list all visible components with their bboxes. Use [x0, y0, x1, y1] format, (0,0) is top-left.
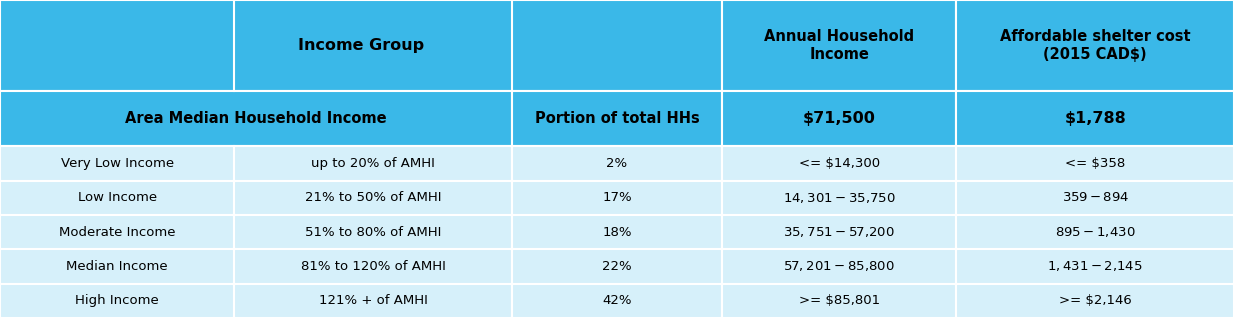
Text: up to 20% of AMHI: up to 20% of AMHI	[311, 157, 436, 170]
Text: 81% to 120% of AMHI: 81% to 120% of AMHI	[301, 260, 445, 273]
Text: 51% to 80% of AMHI: 51% to 80% of AMHI	[305, 226, 442, 238]
Bar	[722, 181, 956, 215]
Bar	[512, 215, 722, 249]
Text: >= $2,146: >= $2,146	[1059, 294, 1132, 307]
Text: Annual Household
Income: Annual Household Income	[764, 29, 914, 61]
Bar	[234, 249, 512, 284]
Bar	[0, 146, 234, 181]
Bar	[0, 249, 234, 284]
Bar	[234, 146, 512, 181]
Text: Low Income: Low Income	[78, 191, 157, 204]
Bar	[722, 91, 956, 146]
Bar	[234, 181, 512, 215]
Text: Affordable shelter cost
(2015 CAD$): Affordable shelter cost (2015 CAD$)	[1000, 29, 1191, 61]
Bar	[956, 284, 1234, 318]
Bar	[722, 215, 956, 249]
Text: $14,301 - $35,750: $14,301 - $35,750	[782, 191, 896, 205]
Text: >= $85,801: >= $85,801	[798, 294, 880, 307]
Bar	[0, 284, 234, 318]
Bar	[512, 181, 722, 215]
Bar	[0, 0, 722, 91]
Text: High Income: High Income	[75, 294, 159, 307]
Bar	[512, 91, 722, 146]
Bar	[512, 284, 722, 318]
Text: $71,500: $71,500	[802, 111, 876, 126]
Bar	[0, 91, 512, 146]
Bar	[956, 0, 1234, 91]
Text: 121% + of AMHI: 121% + of AMHI	[318, 294, 428, 307]
Text: 21% to 50% of AMHI: 21% to 50% of AMHI	[305, 191, 442, 204]
Text: 2%: 2%	[606, 157, 628, 170]
Bar	[512, 249, 722, 284]
Text: $359 - $894: $359 - $894	[1061, 191, 1129, 204]
Bar	[0, 181, 234, 215]
Bar	[956, 181, 1234, 215]
Text: Area Median Household Income: Area Median Household Income	[125, 111, 387, 126]
Text: $895 - $1,430: $895 - $1,430	[1055, 225, 1135, 239]
Text: Median Income: Median Income	[67, 260, 168, 273]
Bar	[512, 146, 722, 181]
Text: <= $358: <= $358	[1065, 157, 1125, 170]
Text: $35,751 - $57,200: $35,751 - $57,200	[784, 225, 895, 239]
Bar	[956, 249, 1234, 284]
Text: 18%: 18%	[602, 226, 632, 238]
Bar	[234, 284, 512, 318]
Text: 17%: 17%	[602, 191, 632, 204]
Bar	[722, 146, 956, 181]
Bar	[956, 91, 1234, 146]
Text: $1,788: $1,788	[1064, 111, 1127, 126]
Text: $57,201 - $85,800: $57,201 - $85,800	[784, 259, 895, 273]
Text: Very Low Income: Very Low Income	[60, 157, 174, 170]
Text: Income Group: Income Group	[297, 38, 424, 53]
Bar	[956, 146, 1234, 181]
Text: 22%: 22%	[602, 260, 632, 273]
Bar	[0, 215, 234, 249]
Bar	[722, 249, 956, 284]
Text: 42%: 42%	[602, 294, 632, 307]
Text: <= $14,300: <= $14,300	[798, 157, 880, 170]
Text: Portion of total HHs: Portion of total HHs	[534, 111, 700, 126]
Text: Moderate Income: Moderate Income	[59, 226, 175, 238]
Bar	[722, 0, 956, 91]
Bar	[956, 215, 1234, 249]
Bar	[722, 284, 956, 318]
Text: $1,431 - $2,145: $1,431 - $2,145	[1048, 259, 1143, 273]
Bar	[234, 215, 512, 249]
